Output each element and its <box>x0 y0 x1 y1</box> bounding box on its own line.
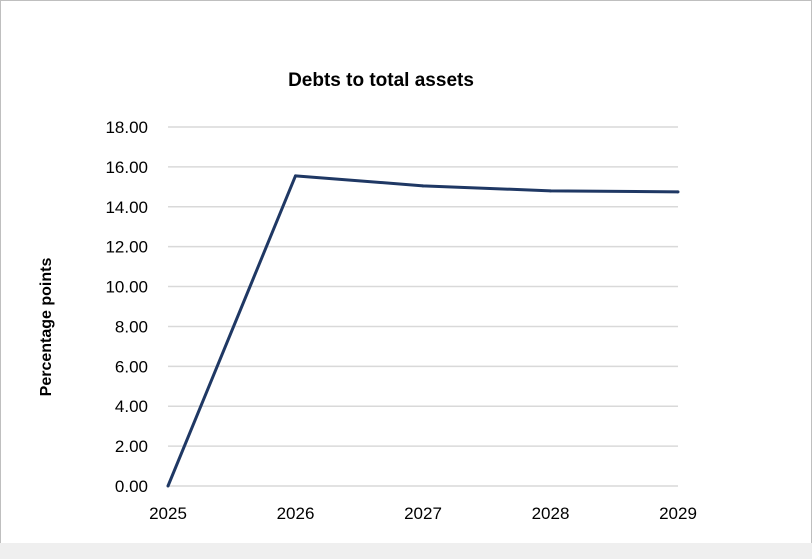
y-tick-label: 12.00 <box>105 238 148 257</box>
series-layer <box>166 174 680 488</box>
line-chart: Debts to total assets Percentage points … <box>38 70 697 523</box>
y-tick-label: 16.00 <box>105 158 148 177</box>
x-tick-labels: 2025 2026 2027 2028 2029 <box>149 504 697 523</box>
y-tick-label: 0.00 <box>115 477 148 496</box>
y-tick-label: 14.00 <box>105 198 148 217</box>
x-tick-label: 2028 <box>532 504 570 523</box>
y-tick-label: 18.00 <box>105 118 148 137</box>
y-tick-label: 4.00 <box>115 397 148 416</box>
y-tick-label: 6.00 <box>115 357 148 376</box>
series-line <box>166 174 679 487</box>
data-point <box>421 184 425 188</box>
data-point <box>294 174 297 178</box>
y-tick-label: 8.00 <box>115 317 148 336</box>
y-tick-labels: 0.00 2.00 4.00 6.00 8.00 10.00 12.00 14.00 16.00… <box>105 118 148 496</box>
chart-title: Debts to total assets <box>288 70 474 91</box>
x-tick-label: 2025 <box>149 504 187 523</box>
grid-lines <box>168 126 678 487</box>
x-tick-label: 2027 <box>404 504 442 523</box>
y-axis-label: Percentage points <box>38 258 55 397</box>
y-tick-label: 10.00 <box>105 278 148 297</box>
y-tick-label: 2.00 <box>115 437 148 456</box>
data-point <box>166 484 170 488</box>
data-point <box>676 190 680 194</box>
bottom-bar <box>0 543 812 559</box>
chart-area: Debts to total assets Percentage points … <box>0 0 812 544</box>
data-point <box>549 189 552 193</box>
x-tick-label: 2026 <box>277 504 315 523</box>
x-tick-label: 2029 <box>659 504 697 523</box>
